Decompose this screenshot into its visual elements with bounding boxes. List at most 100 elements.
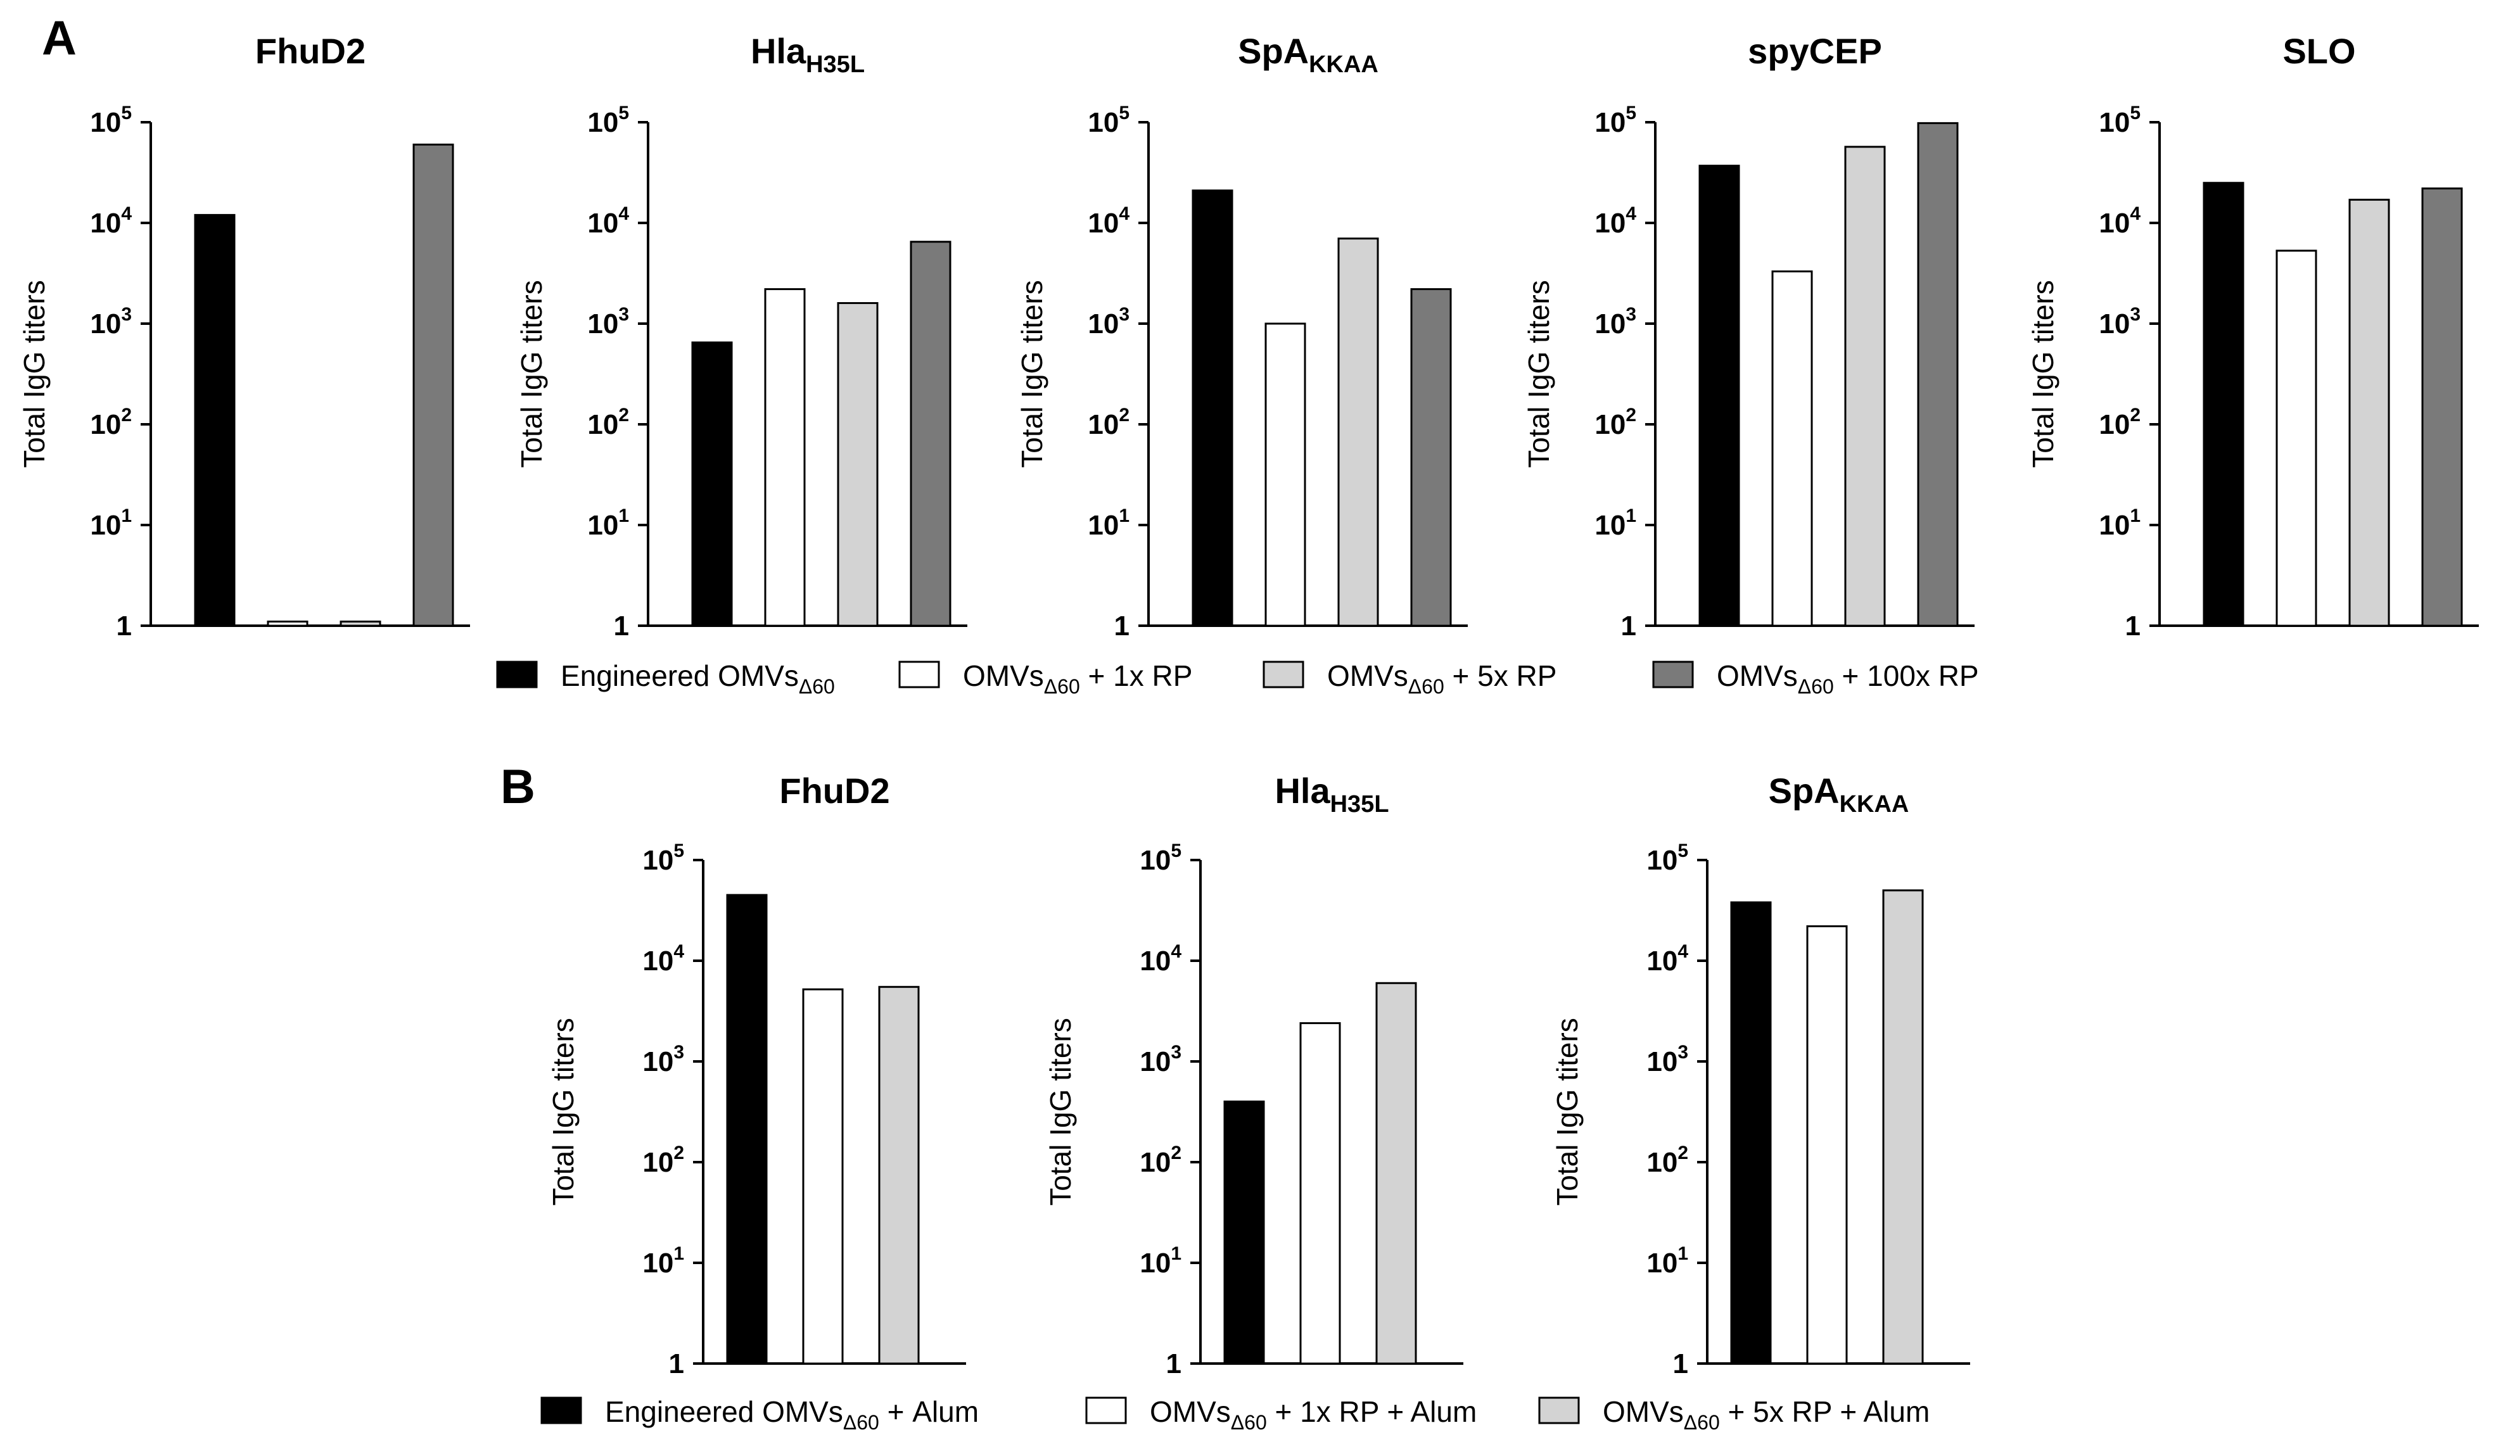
y-tick-label: 101: [1594, 505, 1636, 541]
legend-label: OMVsΔ60 + 1x RP: [963, 659, 1192, 698]
chart-title: SpAKKAA: [1238, 31, 1378, 78]
bar-3: [1375, 982, 1417, 1365]
y-tick-label: 101: [1140, 1243, 1181, 1279]
legend-b: Engineered OMVsΔ60 + Alum OMVsΔ60 + 1x RP…: [540, 1395, 1930, 1434]
y-tick-label: 1: [1621, 611, 1636, 642]
y-tick-label: 1: [1166, 1348, 1181, 1379]
legend-item: OMVsΔ60 + 100x RP: [1652, 659, 1979, 698]
bar-4: [1917, 122, 1959, 627]
bar-4: [910, 241, 951, 627]
y-axis-label: Total IgG titers: [1551, 1018, 1584, 1206]
bar-2: [267, 620, 309, 627]
chart-title: HlaH35L: [751, 31, 865, 78]
bar-3: [1337, 237, 1379, 627]
legend-swatch: [1652, 661, 1694, 688]
y-tick-label: 105: [642, 840, 684, 876]
legend-label: OMVsΔ60 + 100x RP: [1717, 659, 1979, 698]
y-tick-label: 103: [587, 304, 629, 339]
legend-item: Engineered OMVsΔ60: [496, 659, 835, 698]
y-tick-label: 103: [90, 304, 132, 339]
bar-2: [802, 988, 844, 1365]
y-tick-label: 104: [1088, 203, 1130, 239]
legend-item: OMVsΔ60 + 5x RP: [1263, 659, 1556, 698]
bar-3: [340, 620, 381, 627]
legend-swatch: [1538, 1396, 1580, 1424]
y-tick-label: 102: [1646, 1143, 1688, 1178]
y-tick-label: 103: [1594, 304, 1636, 339]
legend-a: Engineered OMVsΔ60 OMVsΔ60 + 1x RP OMVsΔ60…: [496, 659, 1979, 698]
y-tick-label: 104: [1140, 941, 1181, 977]
chart-b-6: FhuD2 Total IgG titers 1 101 102 103 104 105: [547, 771, 966, 1379]
chart-title: FhuD2: [255, 31, 366, 71]
legend-swatch: [1263, 661, 1304, 688]
legend-label: Engineered OMVsΔ60 + Alum: [605, 1395, 979, 1434]
legend-item: OMVsΔ60 + 1x RP: [898, 659, 1192, 698]
bar-3: [837, 302, 879, 627]
y-tick-label: 103: [642, 1042, 684, 1077]
bar-1: [2203, 182, 2244, 627]
y-axis-label: Total IgG titers: [1015, 280, 1048, 468]
bar-2: [764, 288, 806, 627]
y-tick-label: 102: [2099, 405, 2141, 440]
bar-3: [878, 985, 920, 1365]
y-tick-label: 1: [1114, 611, 1130, 642]
y-tick-label: 103: [1646, 1042, 1688, 1077]
bar-1: [1223, 1100, 1265, 1365]
y-tick-label: 104: [1646, 941, 1688, 977]
legend-item: OMVsΔ60 + 5x RP + Alum: [1538, 1395, 1930, 1434]
chart-title: FhuD2: [779, 771, 889, 811]
bar-1: [194, 213, 236, 627]
chart-title: SpAKKAA: [1769, 771, 1909, 818]
chart-title: spyCEP: [1748, 31, 1882, 71]
legend-label: OMVsΔ60 + 5x RP: [1327, 659, 1556, 698]
legend-swatch: [496, 661, 538, 688]
y-tick-label: 102: [90, 405, 132, 440]
legend-swatch: [1085, 1396, 1127, 1424]
y-tick-label: 101: [1088, 505, 1130, 541]
y-tick-label: 1: [2125, 611, 2141, 642]
panel-label-b: B: [500, 760, 535, 814]
y-tick-label: 1: [117, 611, 132, 642]
y-tick-label: 105: [1140, 840, 1181, 876]
chart-title: HlaH35L: [1275, 771, 1389, 818]
legend-label: OMVsΔ60 + 1x RP + Alum: [1150, 1395, 1477, 1434]
bar-4: [2421, 187, 2463, 627]
bar-2: [2275, 250, 2317, 627]
legend-swatch: [540, 1396, 582, 1424]
y-tick-label: 101: [1646, 1243, 1688, 1279]
bar-3: [1882, 889, 1924, 1365]
y-tick-label: 101: [90, 505, 132, 541]
y-tick-label: 102: [1594, 405, 1636, 440]
y-tick-label: 105: [2099, 103, 2141, 138]
chart-title: SLO: [2282, 31, 2355, 71]
y-axis-label: Total IgG titers: [1044, 1018, 1077, 1206]
bar-4: [412, 143, 454, 627]
legend-label: Engineered OMVsΔ60: [561, 659, 835, 698]
chart-a-2: HlaH35L Total IgG titers 1 101 102 103 104 105: [515, 31, 967, 642]
y-tick-label: 105: [1088, 103, 1130, 138]
bar-1: [1698, 165, 1740, 627]
bar-1: [726, 894, 768, 1365]
bar-2: [1771, 270, 1813, 627]
y-tick-label: 103: [1140, 1042, 1181, 1077]
panel-label-a: A: [42, 11, 77, 65]
y-tick-label: 102: [642, 1143, 684, 1178]
legend-label: OMVsΔ60 + 5x RP + Alum: [1603, 1395, 1930, 1434]
y-axis-label: Total IgG titers: [2027, 280, 2059, 468]
legend-item: OMVsΔ60 + 1x RP + Alum: [1085, 1395, 1477, 1434]
legend-item: Engineered OMVsΔ60 + Alum: [540, 1395, 979, 1434]
y-tick-label: 104: [1594, 203, 1636, 239]
bar-2: [1299, 1022, 1341, 1365]
y-tick-label: 105: [1594, 103, 1636, 138]
y-tick-label: 104: [587, 203, 629, 239]
y-tick-label: 105: [90, 103, 132, 138]
chart-a-3: SpAKKAA Total IgG titers 1 101 102 103 104 105: [1015, 31, 1468, 642]
chart-b-8: SpAKKAA Total IgG titers 1 101 102 103 104 105: [1551, 771, 1970, 1379]
bar-1: [1730, 901, 1772, 1365]
y-tick-label: 104: [642, 941, 684, 977]
y-tick-label: 102: [1140, 1143, 1181, 1178]
y-tick-label: 104: [90, 203, 132, 239]
y-tick-label: 102: [587, 405, 629, 440]
y-axis-label: Total IgG titers: [515, 280, 548, 468]
